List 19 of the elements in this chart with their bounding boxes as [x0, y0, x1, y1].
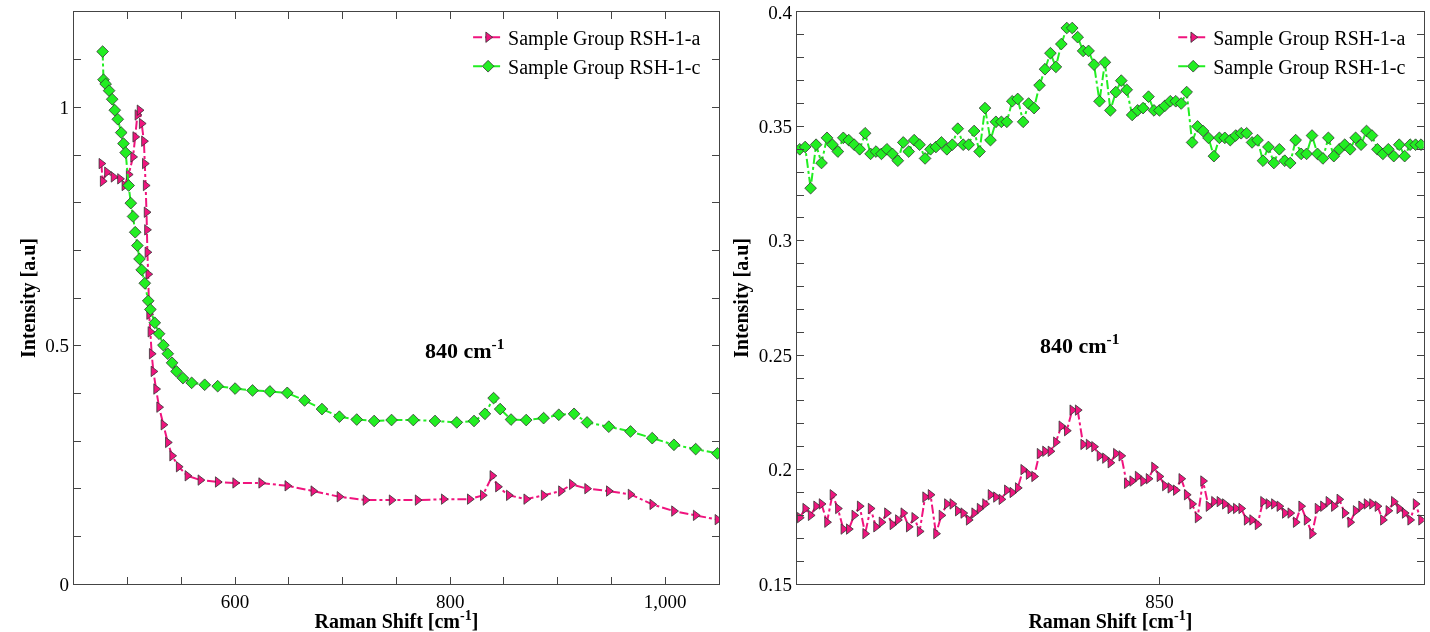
y-tick-label: 0.3 [768, 230, 793, 252]
y-axis-title: Intensity [a.u] [730, 237, 754, 359]
legend-label: Sample Group RSH-1-a [1213, 27, 1406, 51]
annotation: 840 cm$^{-1}$ [1040, 330, 1120, 359]
y-tick-label: 0.5 [45, 335, 69, 357]
legend-label: Sample Group RSH-1-c [508, 56, 701, 80]
legend-label: Sample Group RSH-1-c [1213, 56, 1406, 80]
y-axis-title: Intensity [a.u] [16, 237, 40, 359]
legend-label: Sample Group RSH-1-a [508, 27, 701, 51]
annotation: 840 cm$^{-1}$ [425, 335, 505, 364]
y-tick-label: 1 [59, 96, 69, 118]
y-tick-label: 0.4 [768, 1, 793, 23]
y-tick-label: 0.35 [758, 116, 793, 138]
y-tick-label: 0.15 [758, 573, 793, 595]
y-tick-label: 0 [59, 573, 69, 595]
x-tick-label: 1,000 [643, 590, 687, 612]
y-tick-label: 0.25 [758, 344, 793, 366]
x-tick-label: 600 [220, 590, 250, 612]
y-tick-label: 0.2 [768, 459, 793, 481]
